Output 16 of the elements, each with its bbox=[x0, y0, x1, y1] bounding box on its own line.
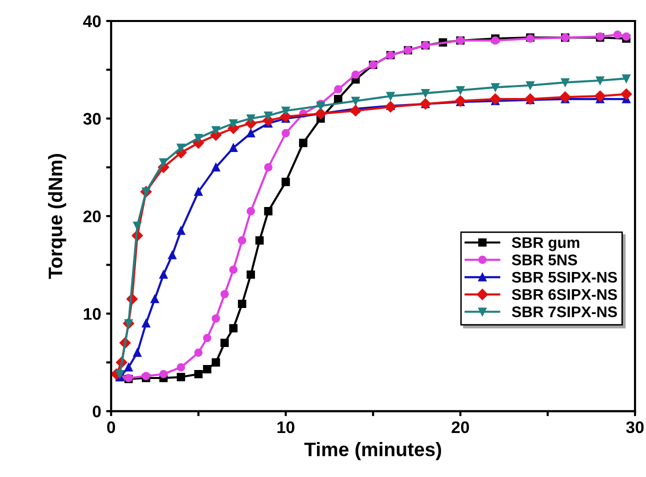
legend-label: SBR gum bbox=[512, 237, 580, 252]
legend-label: SBR 6SIPX-NS bbox=[512, 289, 617, 300]
y-tick-label: 40 bbox=[83, 15, 101, 28]
y-tick-label: 10 bbox=[84, 308, 101, 320]
legend-label: SBR 7SIPX-NS bbox=[512, 306, 617, 318]
x-tick-label: 0 bbox=[107, 421, 116, 434]
x-tick-label: 30 bbox=[626, 421, 644, 434]
x-tick-label: 10 bbox=[278, 421, 294, 434]
legend-label: SBR 5SIPX-NS bbox=[512, 272, 617, 283]
x-axis-title: Time (minutes) bbox=[304, 442, 442, 460]
x-tick-label: 20 bbox=[452, 421, 469, 434]
y-tick-label: 30 bbox=[83, 112, 101, 125]
y-axis-title: Torque (dNm) bbox=[48, 154, 66, 279]
y-tick-label: 0 bbox=[92, 406, 101, 418]
legend-label: SBR 5NS bbox=[512, 254, 578, 266]
y-tick-label: 20 bbox=[83, 210, 101, 222]
